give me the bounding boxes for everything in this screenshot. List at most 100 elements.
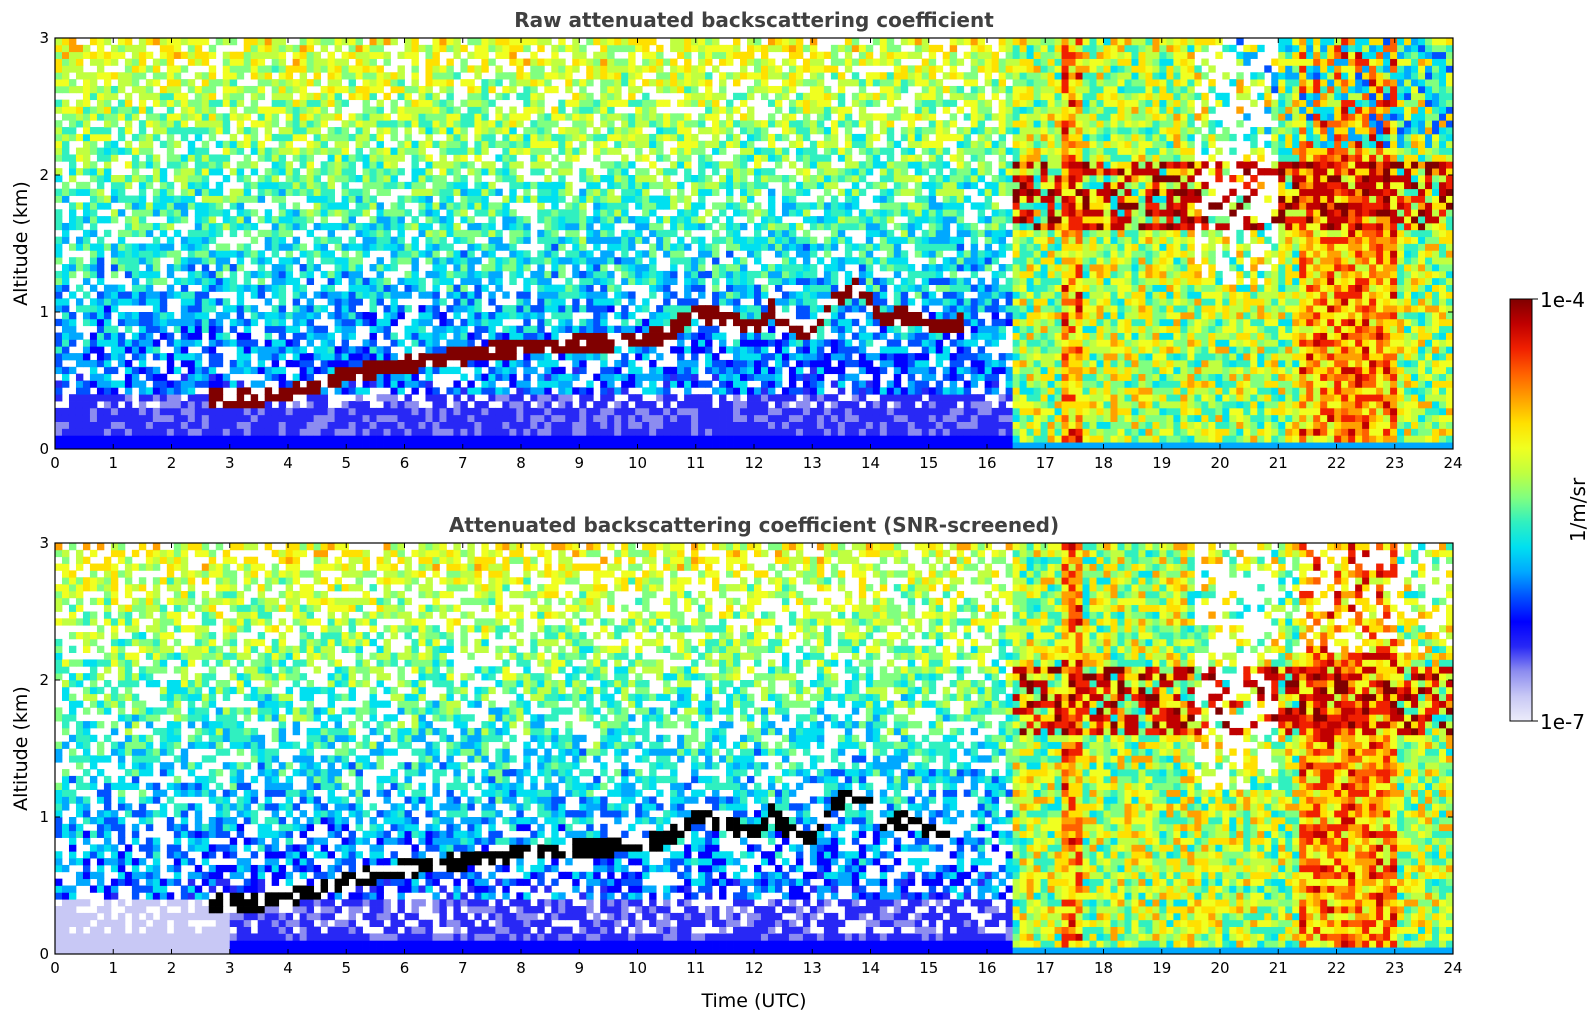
heatmap-cell <box>747 147 755 155</box>
heatmap-cell <box>369 113 377 121</box>
heatmap-cell <box>537 373 545 381</box>
heatmap-cell <box>341 298 349 306</box>
heatmap-cell <box>558 428 566 436</box>
heatmap-cell <box>795 99 804 107</box>
heatmap-cell <box>194 325 203 333</box>
heatmap-cell <box>663 387 671 395</box>
heatmap-cell <box>684 359 692 368</box>
heatmap-cell <box>152 442 161 450</box>
heatmap-cell <box>369 243 377 251</box>
heatmap-cell <box>607 229 615 238</box>
heatmap-cell <box>684 442 692 450</box>
heatmap-cell <box>767 264 776 272</box>
heatmap-cell <box>628 435 636 443</box>
heatmap-cell <box>278 154 287 162</box>
heatmap-cell <box>341 195 349 203</box>
heatmap-cell <box>446 421 454 429</box>
heatmap-cell <box>194 380 203 388</box>
heatmap-cell <box>565 85 573 94</box>
heatmap-cell <box>103 72 112 80</box>
heatmap-cell <box>621 181 629 190</box>
heatmap-cell <box>334 65 342 73</box>
heatmap-cell <box>747 332 755 340</box>
heatmap-cell <box>495 359 503 368</box>
heatmap-cell <box>558 216 566 224</box>
heatmap-cell <box>795 236 804 244</box>
heatmap-cell <box>495 373 503 381</box>
heatmap-cell <box>481 133 489 142</box>
heatmap-cell <box>572 346 580 354</box>
heatmap-cell <box>600 147 608 155</box>
heatmap-cell <box>250 127 259 135</box>
heatmap-cell <box>131 168 140 176</box>
heatmap-cell <box>82 99 91 107</box>
heatmap-cell <box>145 202 154 210</box>
heatmap-cell <box>124 202 133 210</box>
heatmap-cell <box>509 106 517 114</box>
heatmap-cell <box>537 161 545 169</box>
heatmap-cell <box>55 65 63 73</box>
heatmap-cell <box>788 175 797 183</box>
heatmap-cell <box>446 99 454 107</box>
heatmap-cell <box>733 353 741 361</box>
heatmap-cell <box>376 380 384 388</box>
heatmap-cell <box>726 298 734 306</box>
heatmap-cell <box>586 133 594 142</box>
heatmap-cell <box>474 181 482 190</box>
heatmap-cell <box>537 414 545 422</box>
heatmap-cell <box>68 127 77 135</box>
heatmap-cell <box>299 106 308 114</box>
heatmap-cell <box>635 99 643 107</box>
heatmap-cell <box>802 353 811 361</box>
heatmap-cell <box>460 99 468 107</box>
heatmap-cell <box>418 318 426 327</box>
heatmap-cell <box>425 257 433 265</box>
heatmap-cell <box>236 120 245 128</box>
heatmap-cell <box>781 394 790 402</box>
heatmap-cell <box>285 346 294 354</box>
heatmap-cell <box>621 188 629 196</box>
heatmap-cell <box>439 113 447 121</box>
heatmap-cell <box>201 154 210 162</box>
heatmap-cell <box>628 414 636 422</box>
heatmap-cell <box>82 401 91 409</box>
heatmap-cell <box>306 58 315 66</box>
heatmap-cell <box>495 366 503 375</box>
heatmap-cell <box>271 442 280 450</box>
heatmap-cell <box>600 195 608 203</box>
heatmap-cell <box>607 298 615 306</box>
heatmap-cell <box>334 442 342 450</box>
heatmap-cell <box>229 85 238 94</box>
heatmap-cell <box>705 140 713 148</box>
heatmap-cell <box>411 51 419 59</box>
heatmap-cell <box>579 270 587 279</box>
heatmap-cell <box>733 202 741 210</box>
heatmap-cell <box>670 332 678 340</box>
heatmap-cell <box>82 421 91 429</box>
heatmap-cell <box>600 366 608 375</box>
heatmap-cell <box>306 79 315 87</box>
heatmap-cell <box>684 120 692 128</box>
heatmap-cell <box>222 373 231 381</box>
heatmap-cell <box>544 175 552 183</box>
heatmap-cell <box>607 181 615 190</box>
heatmap-cell <box>194 216 203 224</box>
heatmap-cell <box>733 305 741 313</box>
heatmap-cell <box>376 79 384 87</box>
heatmap-cell <box>635 257 643 265</box>
heatmap-cell <box>369 312 377 320</box>
heatmap-cell <box>96 168 105 176</box>
heatmap-cell <box>194 305 203 313</box>
heatmap-cell <box>383 332 391 340</box>
heatmap-cell <box>705 106 713 114</box>
heatmap-cell <box>712 421 720 429</box>
heatmap-cell <box>677 243 685 251</box>
heatmap-cell <box>334 312 342 320</box>
heatmap-cell <box>760 270 769 279</box>
heatmap-cell <box>215 79 224 87</box>
heatmap-cell <box>264 298 273 306</box>
heatmap-cell <box>698 140 706 148</box>
heatmap-cell <box>516 147 524 155</box>
heatmap-cell <box>411 250 419 258</box>
heatmap-cell <box>320 346 329 354</box>
